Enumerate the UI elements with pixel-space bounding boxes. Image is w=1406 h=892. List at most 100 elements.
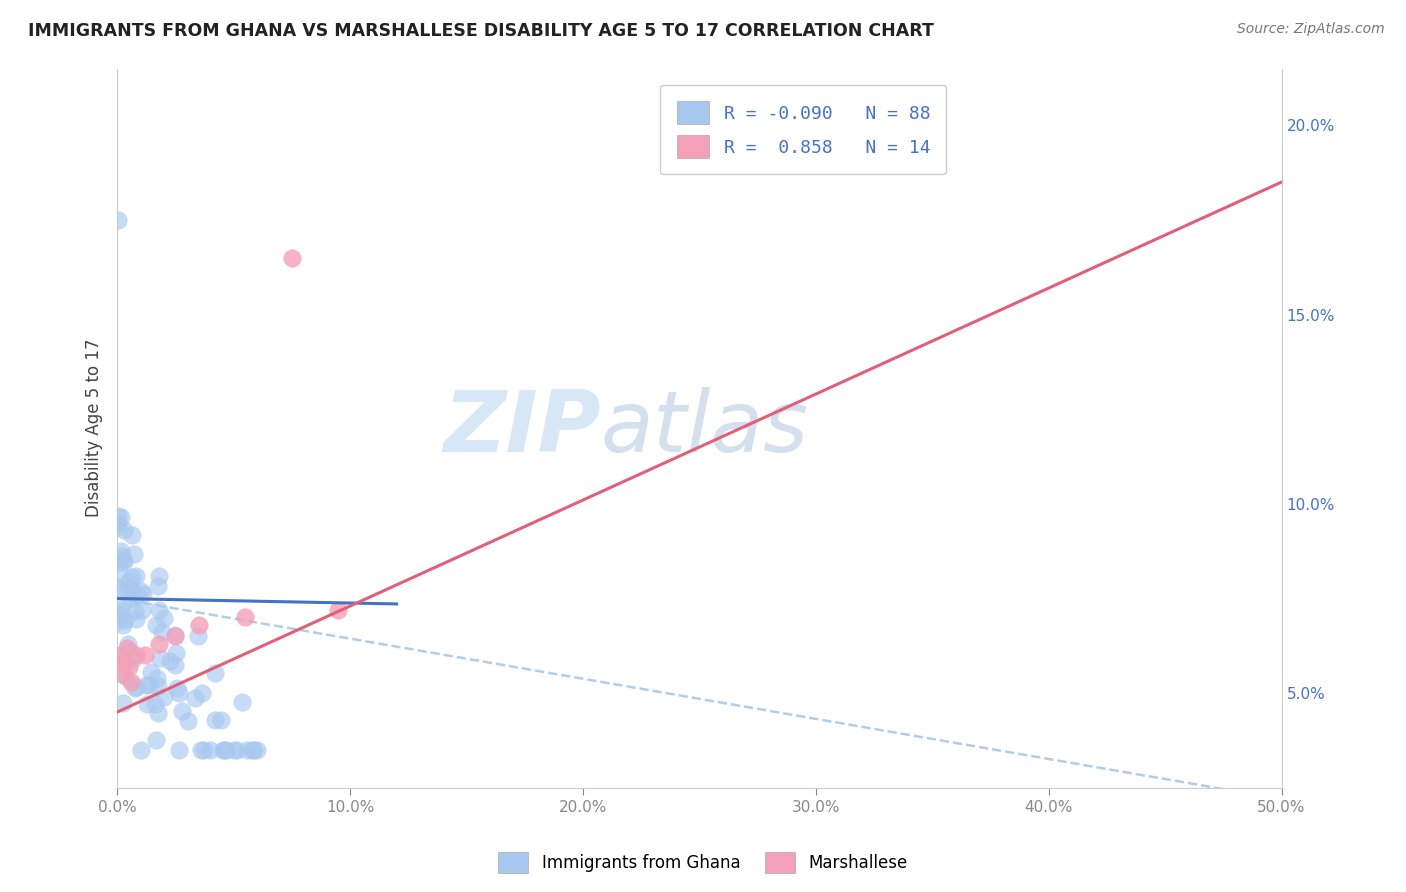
Point [177,714,200,729]
Point [243,743,266,757]
Point [121,585,143,599]
Point [124,604,146,618]
Point [204,666,226,681]
Point [111,696,134,710]
Point [112,555,135,569]
Point [118,659,141,673]
Point [141,665,163,679]
Point [204,713,226,727]
Point [145,617,167,632]
Y-axis label: Disability Age 5 to 17: Disability Age 5 to 17 [86,339,103,517]
Point [125,680,148,694]
Point [143,698,166,712]
Point [108,648,131,663]
Text: ZIP: ZIP [443,386,600,469]
Point [212,743,235,757]
Point [120,591,142,605]
Point [191,685,214,699]
Point [121,527,143,541]
Point [115,640,138,655]
Point [132,587,155,601]
Point [125,612,148,626]
Point [131,603,153,617]
Point [233,610,256,624]
Point [190,743,212,757]
Point [148,569,170,583]
Legend: Immigrants from Ghana, Marshallese: Immigrants from Ghana, Marshallese [492,846,914,880]
Point [118,574,141,589]
Point [135,678,157,692]
Point [328,603,350,617]
Point [134,648,156,663]
Point [146,679,169,693]
Point [138,678,160,692]
Point [148,637,170,651]
Point [108,604,131,618]
Point [163,657,186,672]
Point [222,743,245,757]
Point [187,618,209,632]
Point [167,686,190,700]
Point [184,690,207,705]
Point [124,547,146,561]
Point [129,743,152,757]
Point [215,743,238,757]
Point [193,743,215,757]
Text: IMMIGRANTS FROM GHANA VS MARSHALLESE DISABILITY AGE 5 TO 17 CORRELATION CHART: IMMIGRANTS FROM GHANA VS MARSHALLESE DIS… [28,22,934,40]
Point [125,569,148,583]
Point [231,695,253,709]
Point [110,544,132,558]
Point [120,674,142,689]
Point [152,690,174,704]
Point [121,570,143,584]
Point [165,646,187,660]
Point [125,648,148,663]
Point [129,583,152,598]
Point [110,510,132,524]
Point [108,582,131,596]
Point [118,644,141,658]
Point [240,743,263,757]
Point [209,713,232,727]
Point [135,698,157,712]
Point [117,637,139,651]
Point [108,555,131,569]
Point [165,629,187,643]
Point [172,704,194,718]
Point [159,654,181,668]
Point [111,599,134,614]
Point [108,580,131,594]
Point [107,509,129,524]
Point [148,603,170,617]
Point [111,549,134,564]
Point [225,743,247,757]
Legend: R = -0.090   N = 88, R =  0.858   N = 14: R = -0.090 N = 88, R = 0.858 N = 14 [661,85,946,175]
Point [246,743,269,757]
Point [211,743,233,757]
Point [107,520,129,534]
Point [112,523,135,537]
Point [148,706,170,720]
Point [150,625,173,640]
Point [124,681,146,696]
Point [145,672,167,686]
Point [112,656,135,670]
Point [125,588,148,602]
Point [148,579,170,593]
Point [153,610,176,624]
Point [114,669,136,683]
Point [145,732,167,747]
Point [111,553,134,567]
Point [186,629,208,643]
Point [108,652,131,666]
Point [108,608,131,623]
Text: Source: ZipAtlas.com: Source: ZipAtlas.com [1237,22,1385,37]
Point [107,516,129,530]
Point [167,743,190,757]
Point [200,743,222,757]
Point [114,613,136,627]
Point [107,614,129,628]
Point [108,563,131,577]
Point [112,618,135,632]
Point [107,213,129,227]
